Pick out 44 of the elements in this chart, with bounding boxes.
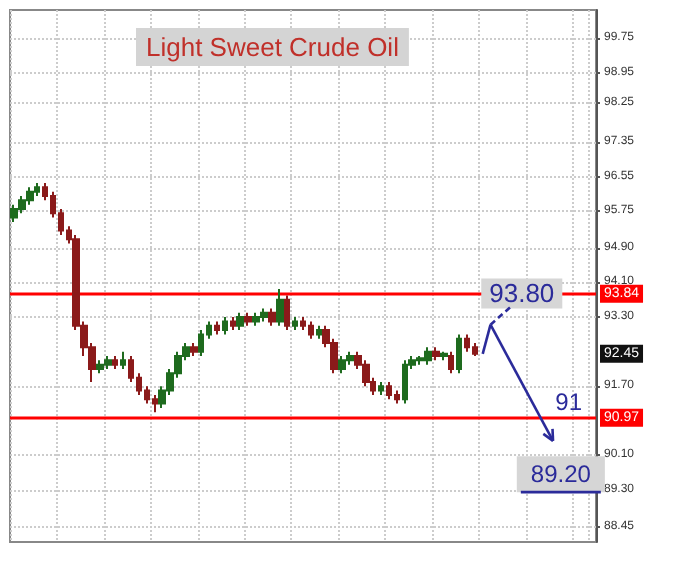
candlestick xyxy=(472,342,478,358)
candlestick xyxy=(362,359,370,388)
candlestick xyxy=(416,355,424,366)
candlestick xyxy=(18,194,26,215)
candlestick xyxy=(214,320,220,336)
candlestick xyxy=(222,316,228,336)
candlestick xyxy=(26,186,34,206)
annotation: 93.80 xyxy=(489,278,555,309)
candlestick xyxy=(260,307,268,323)
candlestick xyxy=(432,346,440,362)
candlestick xyxy=(308,320,314,340)
candlestick xyxy=(378,380,384,396)
candlestick xyxy=(456,333,462,375)
candlestick xyxy=(440,350,448,362)
annotation: 89.20 xyxy=(530,460,592,489)
candlestick xyxy=(276,287,284,327)
candlestick xyxy=(464,333,470,353)
candlestick xyxy=(300,316,306,332)
candlestick xyxy=(252,311,260,327)
annotation: 91 xyxy=(555,387,583,416)
candlestick xyxy=(402,359,408,405)
candlestick xyxy=(34,182,40,197)
candlestick xyxy=(394,389,400,405)
candlestick xyxy=(112,355,118,370)
candlestick xyxy=(448,350,454,375)
candlestick xyxy=(316,324,322,340)
candlestick xyxy=(96,359,104,375)
candlestick xyxy=(190,342,198,358)
candlestick xyxy=(424,346,432,366)
candlestick xyxy=(338,355,346,375)
candlestick xyxy=(346,350,354,366)
candlestick xyxy=(386,380,392,401)
text: Light Sweet Crude Oil xyxy=(146,32,400,62)
candlestick xyxy=(120,350,126,370)
candlestick xyxy=(104,355,112,370)
candlestick xyxy=(230,316,236,332)
candlestick xyxy=(198,329,204,358)
candlestick xyxy=(10,203,18,223)
candlestick xyxy=(292,316,298,332)
candlestick xyxy=(284,294,290,332)
candlestick xyxy=(152,393,158,414)
candlestick xyxy=(236,311,244,332)
candlestick xyxy=(244,311,252,327)
candlestick xyxy=(268,307,276,327)
